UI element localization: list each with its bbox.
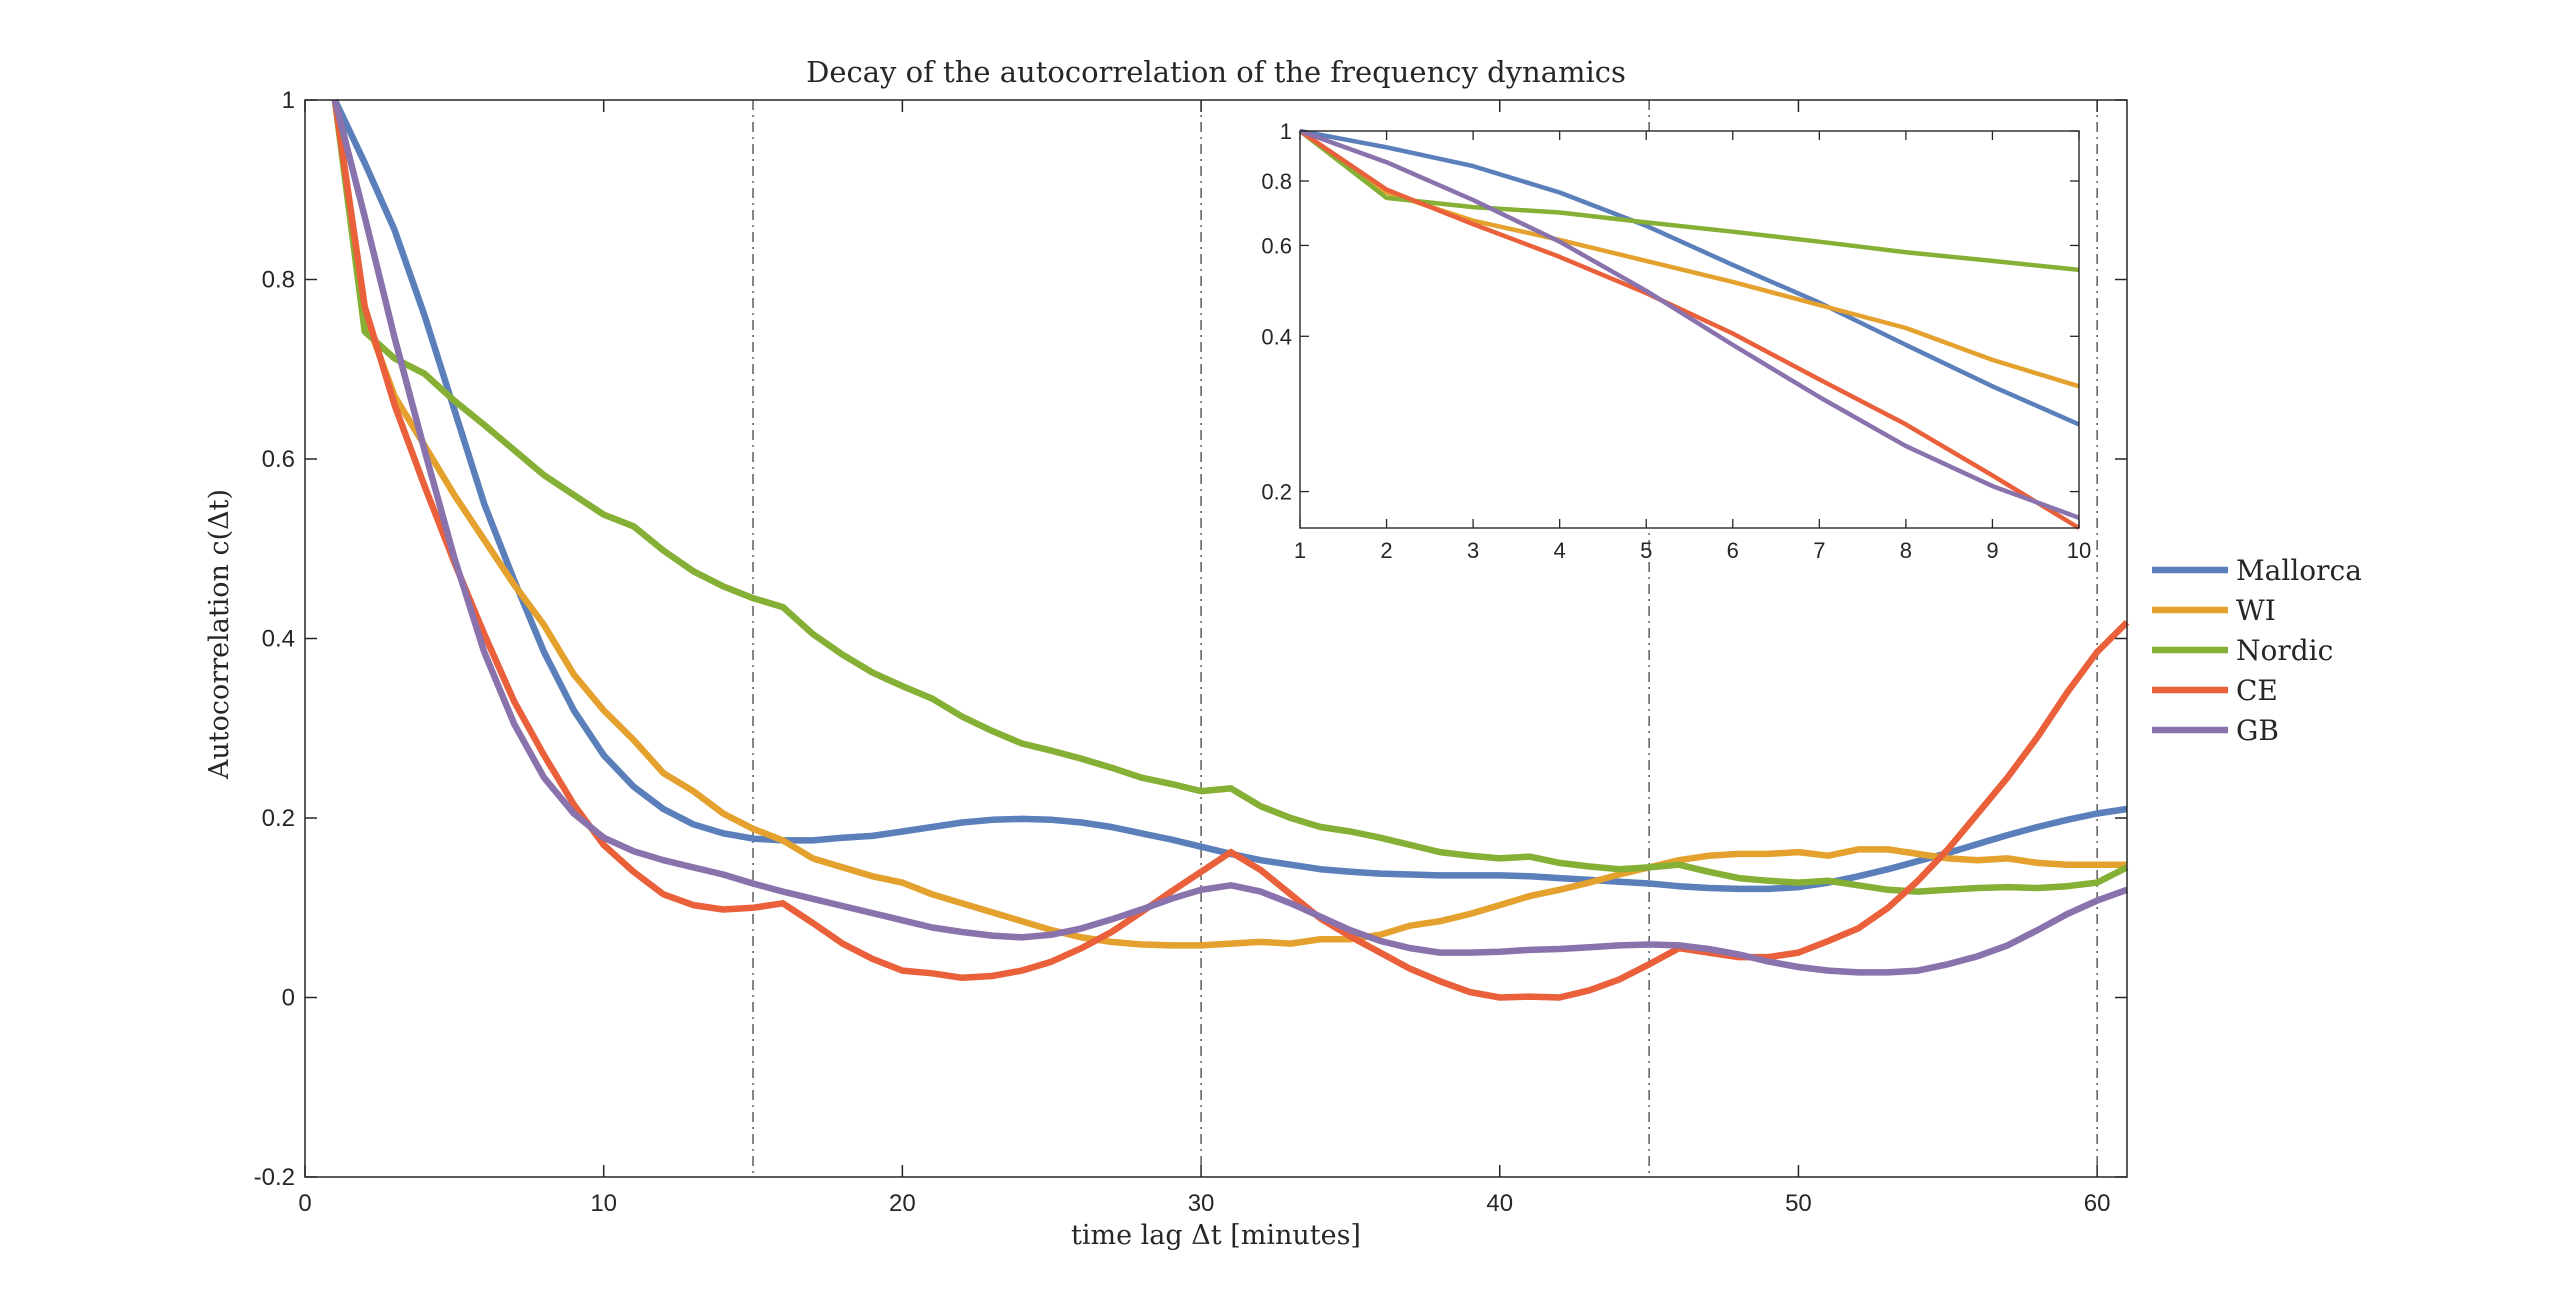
inset-x-tick-label: 6 (1727, 538, 1739, 563)
legend-label-ce: CE (2236, 674, 2278, 707)
y-tick-label: 0.6 (262, 446, 295, 473)
y-axis-title: Autocorrelation c(Δt) (204, 489, 235, 780)
inset-axes-frame (1299, 130, 2080, 529)
x-tick-label: 50 (1785, 1190, 1812, 1217)
legend-label-mallorca: Mallorca (2236, 554, 2362, 587)
inset-axes: 1 2 3 4 5 6 7 8 9 10 0.2 0.4 0.6 0.8 1 (1261, 119, 2091, 563)
legend-label-gb: GB (2236, 714, 2279, 747)
x-tick-label: 10 (590, 1190, 617, 1217)
inset-x-tick-label: 1 (1294, 538, 1306, 563)
y-tick-label: 0.8 (262, 267, 295, 294)
inset-y-tick-label: 0.8 (1261, 169, 1292, 194)
inset-plot-area (1300, 131, 2079, 528)
inset-x-tick-label: 8 (1900, 538, 1912, 563)
y-tick-label: 0 (282, 985, 295, 1012)
series-line-gb (331, 99, 2129, 976)
x-tick-label: 0 (298, 1190, 311, 1217)
series-line-ce (331, 99, 2130, 1001)
inset-y-tick-label: 0.4 (1261, 324, 1292, 349)
y-tick-label: 0.4 (262, 626, 295, 653)
x-tick-label: 20 (889, 1190, 916, 1217)
series-line-wi (331, 99, 2127, 949)
y-tick-label: -0.2 (254, 1164, 295, 1191)
series-line-nordic (331, 99, 2129, 895)
y-tick-label: 1 (282, 87, 295, 114)
y-tick-label: 0.2 (262, 805, 295, 832)
x-tick-label: 40 (1486, 1190, 1513, 1217)
x-axis-title: time lag Δt [minutes] (1071, 1220, 1361, 1251)
inset-y-tick-label: 0.2 (1261, 480, 1292, 505)
chart-title: Decay of the autocorrelation of the freq… (806, 55, 1626, 89)
inset-series-line-gb (1299, 128, 2080, 520)
inset-series-line-nordic (1298, 129, 2080, 273)
inset-x-tick-label: 3 (1467, 538, 1479, 563)
inset-x-tick-label: 2 (1380, 538, 1392, 563)
x-tick-label: 60 (2084, 1190, 2111, 1217)
legend-label-wi: WI (2236, 594, 2276, 627)
legend: Mallorca WI Nordic CE GB (2150, 532, 2372, 752)
inset-x-tick-label: 4 (1554, 538, 1566, 563)
x-tick-label: 30 (1188, 1190, 1215, 1217)
legend-label-nordic: Nordic (2236, 634, 2333, 667)
inset-x-tick-label: 7 (1813, 538, 1825, 563)
inset-x-tick-label: 10 (2067, 538, 2091, 563)
main-axes-frame (304, 99, 2128, 1178)
inset-x-tick-label: 5 (1640, 538, 1652, 563)
inset-x-tick-label: 9 (1986, 538, 1998, 563)
inset-series-line-ce (1298, 129, 2081, 530)
inset-y-tick-label: 1 (1280, 119, 1292, 144)
inset-y-tick-label: 0.6 (1261, 233, 1292, 258)
inset-series-line-mallorca (1299, 128, 2080, 427)
